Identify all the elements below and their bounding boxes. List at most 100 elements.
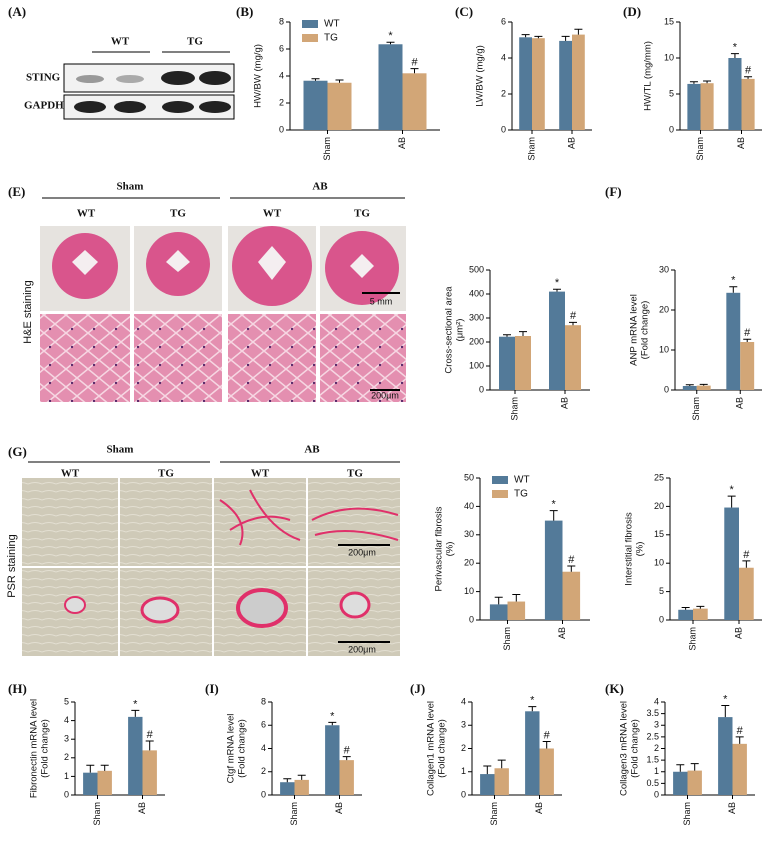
legend-swatch [492, 490, 508, 498]
x-tick-label: Sham [489, 802, 499, 826]
x-tick-label: AB [334, 802, 344, 814]
y-tick-label: 0 [501, 124, 506, 134]
bar [539, 748, 554, 795]
significance-marker: * [555, 277, 560, 289]
significance-marker: * [723, 693, 728, 705]
y-tick-label: 0 [261, 789, 266, 799]
band [162, 101, 194, 113]
error-bar [145, 740, 154, 751]
significance-marker: # [570, 310, 577, 322]
band [199, 71, 231, 85]
error-bar [685, 384, 694, 386]
x-tick-label: Sham [526, 137, 536, 161]
error-bar [730, 53, 739, 58]
bar [525, 711, 540, 795]
x-tick-label: AB [557, 627, 567, 639]
legend-label: TG [324, 33, 338, 44]
band [116, 75, 144, 83]
x-tick-label: AB [735, 397, 745, 409]
bar [741, 78, 755, 130]
bar [402, 73, 427, 130]
y-tick-label: 40 [464, 501, 474, 511]
y-tick-label: 10 [664, 52, 674, 62]
bar [83, 772, 98, 795]
significance-marker: # [411, 56, 418, 68]
stain-label: PSR staining [6, 534, 18, 598]
error-bar [342, 756, 351, 761]
legend-swatch [492, 476, 508, 484]
x-tick-label: AB [559, 397, 569, 409]
significance-marker: # [568, 554, 575, 566]
bar [562, 571, 581, 620]
y-tick-label: 10 [464, 586, 474, 596]
error-bar [703, 80, 712, 84]
error-bar [569, 321, 577, 326]
bar [687, 770, 702, 795]
bar [280, 782, 295, 795]
x-tick-label: Sham [687, 627, 697, 651]
bar [687, 83, 701, 130]
band [74, 101, 106, 113]
y-tick-label: 4 [261, 743, 266, 753]
error-bar [297, 774, 306, 780]
error-bar [534, 35, 543, 39]
bar [494, 768, 509, 795]
y-tick-label: 20 [464, 558, 474, 568]
significance-marker: * [729, 484, 734, 496]
error-bar [561, 35, 570, 41]
y-tick-label: 0 [654, 789, 659, 799]
significance-marker: # [147, 729, 154, 741]
y-tick-label: 3.5 [646, 708, 659, 718]
y-tick-label: 10 [654, 558, 664, 568]
y-tick-label: 4 [501, 52, 506, 62]
y-tick-label: 2 [461, 743, 466, 753]
bar [726, 292, 741, 390]
bar [739, 567, 754, 620]
y-tick-label: 5 [64, 696, 69, 706]
y-axis-label: (Fold change) [640, 301, 651, 360]
error-bar [681, 607, 690, 610]
error-bar [549, 510, 558, 521]
group-label: AB [304, 444, 320, 456]
bar [696, 385, 711, 390]
y-axis-label: (Fold change) [40, 719, 51, 778]
y-axis-label: Perivascular fibrosis [434, 506, 445, 591]
y-tick-label: 6 [261, 720, 266, 730]
error-bar [735, 736, 744, 744]
group-label: AB [312, 181, 328, 193]
error-bar [567, 565, 576, 572]
y-axis-label: HW/BW (mg/g) [253, 44, 264, 108]
error-bar [689, 81, 698, 84]
y-tick-label: 100 [469, 360, 484, 370]
y-axis-label: Collagen3 mRNA level [619, 701, 630, 796]
y-tick-label: 50 [464, 472, 474, 482]
y-tick-label: 2 [501, 88, 506, 98]
y-tick-label: 2 [654, 743, 659, 753]
y-tick-label: 200 [469, 336, 484, 346]
y-tick-label: 6 [501, 16, 506, 26]
y-tick-label: 15 [654, 529, 664, 539]
y-axis-label: (Fold change) [630, 719, 641, 778]
y-tick-label: 20 [654, 501, 664, 511]
panel-label: (B) [236, 4, 253, 19]
x-tick-label: Sham [92, 802, 102, 826]
x-tick-label: Sham [509, 397, 519, 421]
error-bar [553, 288, 561, 292]
significance-marker: * [530, 695, 535, 707]
bar [294, 779, 309, 795]
error-bar [494, 596, 503, 605]
panel-label: (J) [410, 681, 425, 696]
band [161, 71, 195, 85]
y-tick-label: 5 [659, 586, 664, 596]
x-tick-label: AB [736, 137, 746, 149]
significance-marker: # [344, 745, 351, 757]
column-label: TG [354, 208, 370, 220]
column-label: TG [347, 468, 363, 480]
error-bar [542, 741, 551, 749]
bar [740, 342, 755, 390]
y-axis-label: HW/TL (mg/mm) [643, 41, 654, 111]
y-tick-label: 20 [659, 304, 669, 314]
psr-images [22, 478, 400, 656]
row-label: STING [26, 72, 61, 84]
panel-label: (C) [455, 4, 473, 19]
